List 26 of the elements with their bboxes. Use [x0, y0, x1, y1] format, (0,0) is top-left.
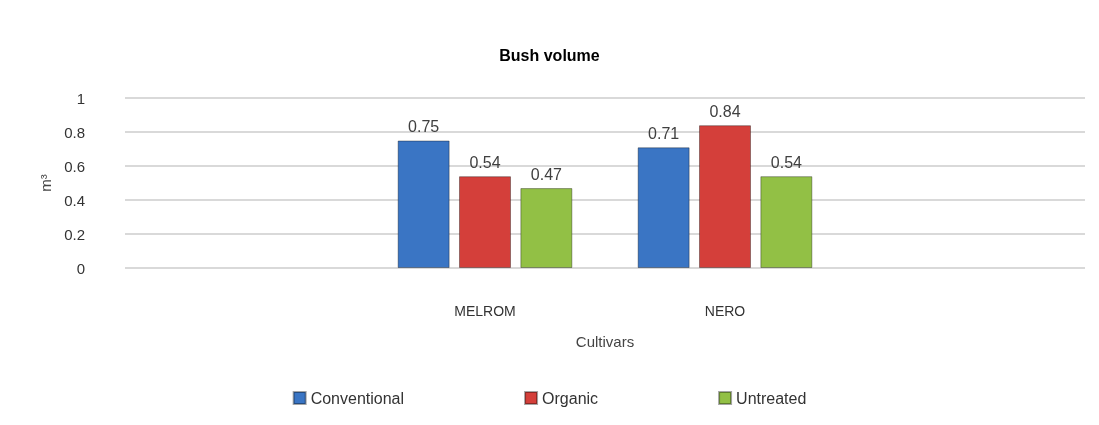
x-tick-label: NERO	[704, 303, 746, 319]
y-tick-label: 0.4	[64, 191, 85, 209]
data-label: 0.47	[530, 165, 563, 183]
data-label: 0.71	[648, 124, 680, 142]
data-label: 0.54	[469, 153, 501, 171]
y-tick-label: 0	[76, 259, 85, 277]
data-label: 0.84	[709, 102, 741, 120]
bar	[397, 140, 450, 268]
y-tick-label: 0.6	[64, 157, 85, 175]
y-tick-label: 1	[76, 89, 85, 107]
data-label: 0.54	[770, 153, 803, 171]
chart-title: Bush volume	[499, 46, 600, 64]
bar	[637, 147, 690, 268]
legend-label: Conventional	[310, 389, 405, 407]
y-tick-label: 0.2	[64, 225, 85, 243]
y-tick-label: 0.8	[64, 123, 85, 141]
legend-label: Untreated	[736, 389, 807, 407]
y-axis-title: m³	[37, 174, 54, 192]
x-tick-label: MELROM	[454, 303, 516, 319]
data-label: 0.75	[408, 118, 440, 135]
bar	[459, 176, 511, 268]
x-axis-title: Cultivars	[575, 333, 635, 350]
bar	[699, 125, 751, 268]
bar	[760, 176, 813, 268]
bar	[520, 188, 573, 268]
legend-label: Organic	[542, 389, 599, 407]
